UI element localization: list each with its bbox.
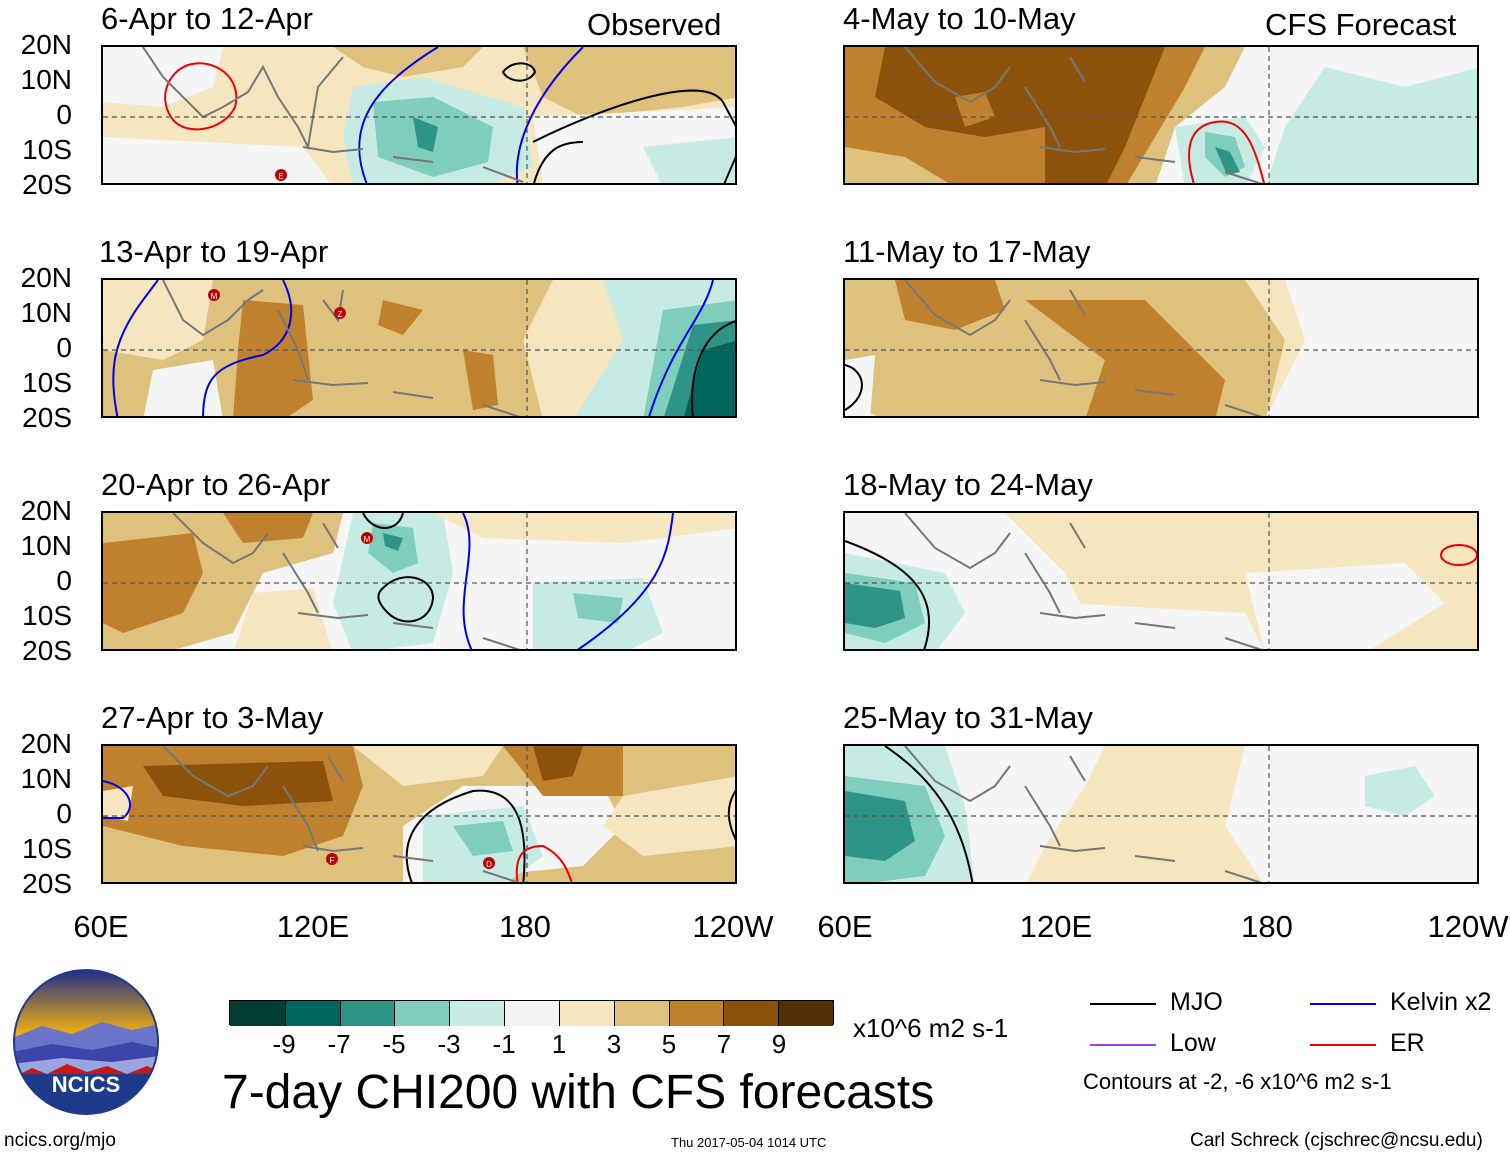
- lat-label-0: 0: [56, 565, 72, 596]
- colorbar-tick: 9: [771, 1029, 787, 1059]
- contours-note: Contours at -2, -6 x10^6 m2 s-1: [1083, 1069, 1392, 1094]
- colorbar-swatch: [284, 1001, 340, 1026]
- map-panel-obs-1: E: [101, 45, 737, 185]
- lat-label-20n: 20N: [20, 728, 72, 759]
- ncics-logo: NCICS: [12, 968, 160, 1116]
- lat-label-10n: 10N: [20, 297, 72, 328]
- lat-label-10n: 10N: [20, 763, 72, 794]
- colorbar-swatch: [778, 1001, 833, 1026]
- lat-label-10s: 10S: [22, 367, 72, 398]
- colorbar-ticks: -9 -7 -5 -3 -1 1 3 5 7 9: [229, 1030, 834, 1060]
- panel-title-fc-2: 11-May to 17-May: [843, 234, 1091, 269]
- footer-url: ncics.org/mjo: [4, 1130, 116, 1151]
- storm-marker-label: E: [278, 172, 283, 181]
- panel-title-fc-3: 18-May to 24-May: [843, 467, 1093, 502]
- lat-label-10s: 10S: [22, 833, 72, 864]
- colorbar: [229, 1000, 834, 1026]
- lat-label-20s: 20S: [22, 868, 72, 899]
- colorbar-tick: -9: [272, 1029, 296, 1059]
- storm-marker-label: Z: [338, 310, 343, 319]
- lat-label-20s: 20S: [22, 402, 72, 433]
- colorbar-tick: -5: [382, 1029, 406, 1059]
- colorbar-tick: 7: [716, 1029, 732, 1059]
- lat-label-20n: 20N: [20, 495, 72, 526]
- panel-title-obs-3: 20-Apr to 26-Apr: [101, 467, 331, 502]
- lat-label-20n: 20N: [20, 29, 72, 60]
- colorbar-tick: 5: [661, 1029, 677, 1059]
- map-panel-fc-2: [843, 278, 1479, 418]
- map-panel-obs-2: M Z: [101, 278, 737, 418]
- lat-label-0: 0: [56, 332, 72, 363]
- storm-marker: [361, 532, 373, 544]
- colorbar-swatch: [394, 1001, 450, 1026]
- forecast-label: CFS Forecast: [1265, 7, 1457, 42]
- lat-label-10n: 10N: [20, 64, 72, 95]
- lon-label-180: 180: [1241, 909, 1293, 944]
- lon-label-120e: 120E: [276, 909, 350, 944]
- colorbar-swatch: [668, 1001, 724, 1026]
- colorbar-tick: 3: [606, 1029, 622, 1059]
- lon-label-60e: 60E: [817, 909, 873, 944]
- colorbar-tick: -1: [492, 1029, 516, 1059]
- panel-title-fc-4: 25-May to 31-May: [843, 700, 1093, 735]
- legend-label-kelvin: Kelvin x2: [1390, 988, 1492, 1016]
- storm-marker: [326, 853, 338, 865]
- colorbar-swatch: [504, 1001, 559, 1026]
- panel-title-fc-1: 4-May to 10-May: [843, 1, 1076, 36]
- lon-label-180: 180: [499, 909, 551, 944]
- storm-marker: [483, 857, 495, 869]
- legend-line-low: [1090, 1044, 1156, 1046]
- lat-label-10s: 10S: [22, 134, 72, 165]
- colorbar-swatch: [723, 1001, 779, 1026]
- logo-text: NCICS: [52, 1072, 120, 1097]
- legend-line-mjo: [1090, 1003, 1156, 1005]
- lon-label-120w: 120W: [692, 909, 774, 944]
- lat-label-20n: 20N: [20, 262, 72, 293]
- legend-label-mjo: MJO: [1170, 988, 1223, 1016]
- storm-marker: [275, 169, 287, 181]
- lat-label-10n: 10N: [20, 530, 72, 561]
- map-panel-obs-3: M: [101, 511, 737, 651]
- lon-label-120w: 120W: [1427, 909, 1509, 944]
- colorbar-swatch: [339, 1001, 395, 1026]
- colorbar-tick: 1: [551, 1029, 567, 1059]
- lat-label-10s: 10S: [22, 600, 72, 631]
- lat-label-20s: 20S: [22, 169, 72, 200]
- map-panel-fc-4: [843, 744, 1479, 884]
- colorbar-tick: -7: [327, 1029, 351, 1059]
- lat-label-20s: 20S: [22, 635, 72, 666]
- lon-label-60e: 60E: [73, 909, 129, 944]
- panel-title-obs-1: 6-Apr to 12-Apr: [101, 1, 313, 36]
- main-title: 7-day CHI200 with CFS forecasts: [222, 1066, 935, 1119]
- legend-line-kelvin: [1310, 1003, 1376, 1005]
- storm-marker: [334, 307, 346, 319]
- storm-marker-label: M: [211, 292, 218, 301]
- legend-line-er: [1310, 1044, 1376, 1046]
- map-panel-obs-4: F D: [101, 744, 737, 884]
- panel-title-obs-4: 27-Apr to 3-May: [101, 700, 324, 735]
- colorbar-swatch: [558, 1001, 614, 1026]
- observed-label: Observed: [587, 7, 722, 42]
- colorbar-units: x10^6 m2 s-1: [853, 1013, 1009, 1043]
- footer-author: Carl Schreck (cjschrec@ncsu.edu): [1190, 1130, 1483, 1151]
- footer-timestamp: Thu 2017-05-04 1014 UTC: [671, 1135, 827, 1150]
- lat-label-0: 0: [56, 798, 72, 829]
- colorbar-swatch: [613, 1001, 669, 1026]
- colorbar-tick: -3: [437, 1029, 461, 1059]
- storm-marker: [208, 289, 220, 301]
- map-panel-fc-1: [843, 45, 1479, 185]
- map-panel-fc-3: [843, 511, 1479, 651]
- lat-label-0: 0: [56, 99, 72, 130]
- legend-label-er: ER: [1390, 1029, 1425, 1057]
- colorbar-swatch: [449, 1001, 505, 1026]
- storm-marker-label: M: [364, 535, 371, 544]
- storm-marker-label: D: [486, 860, 492, 869]
- lon-label-120e: 120E: [1019, 909, 1093, 944]
- storm-marker-label: F: [330, 856, 335, 865]
- legend-label-low: Low: [1170, 1029, 1216, 1057]
- panel-title-obs-2: 13-Apr to 19-Apr: [99, 234, 329, 269]
- colorbar-swatch: [230, 1001, 285, 1026]
